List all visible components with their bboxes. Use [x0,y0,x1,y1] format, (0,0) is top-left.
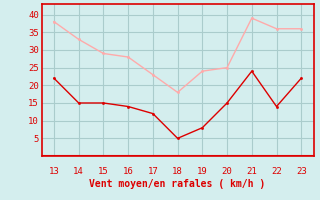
X-axis label: Vent moyen/en rafales ( km/h ): Vent moyen/en rafales ( km/h ) [90,179,266,189]
